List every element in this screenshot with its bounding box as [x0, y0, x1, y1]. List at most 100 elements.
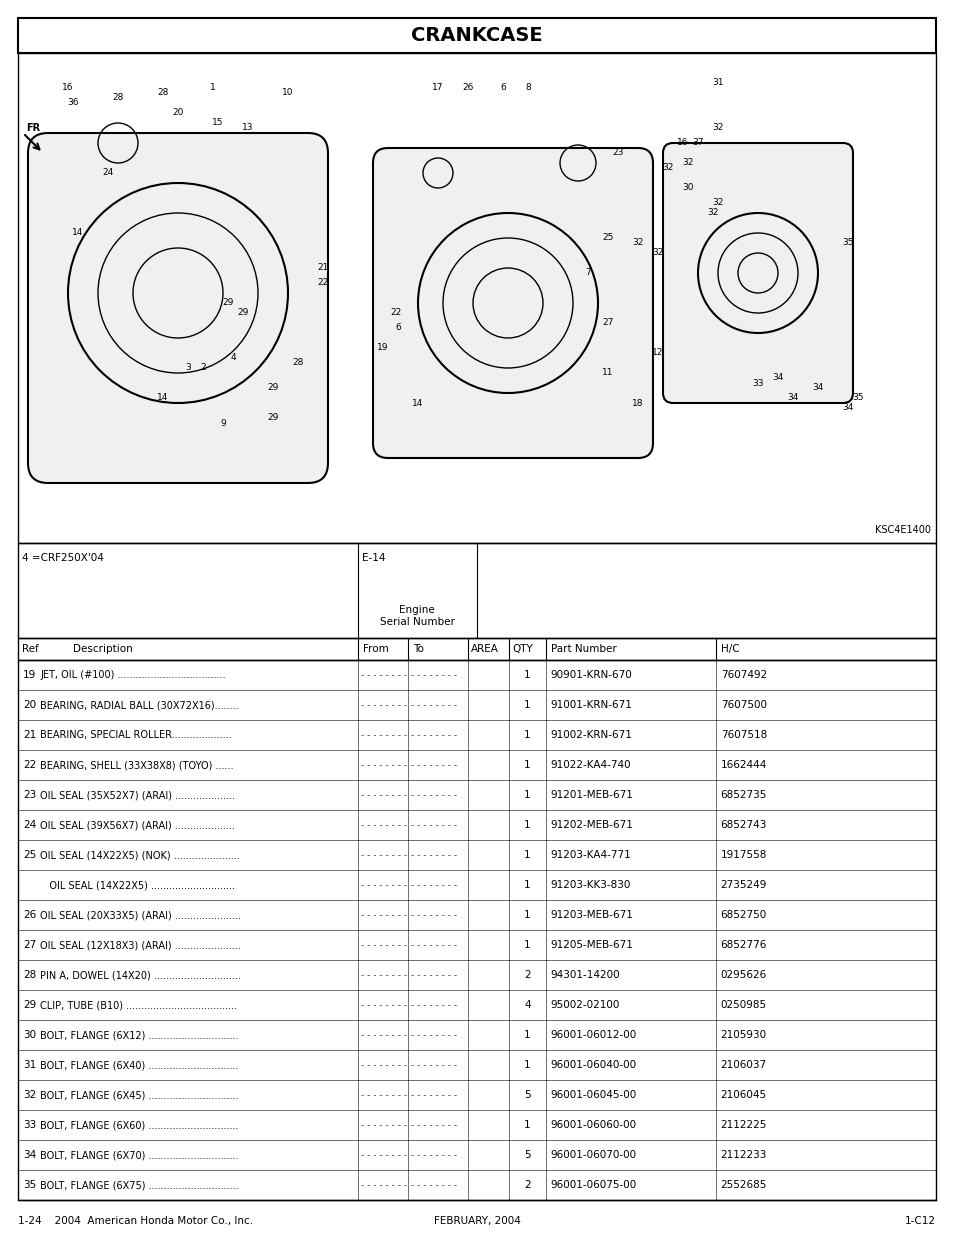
Text: 7607500: 7607500: [720, 700, 766, 710]
Text: 21: 21: [23, 730, 36, 740]
Text: 96001-06070-00: 96001-06070-00: [550, 1150, 637, 1160]
Text: 34: 34: [772, 373, 782, 383]
Text: - - - - - - - -: - - - - - - - -: [411, 971, 456, 979]
Text: - - - - - - - -: - - - - - - - -: [411, 700, 456, 709]
Text: 34: 34: [841, 404, 853, 412]
Text: 16: 16: [62, 84, 73, 93]
Text: FR: FR: [26, 124, 40, 133]
Text: PIN A, DOWEL (14X20) .............................: PIN A, DOWEL (14X20) ...................…: [40, 969, 240, 981]
Text: 29: 29: [222, 299, 233, 308]
Text: 29: 29: [267, 384, 278, 393]
Text: 1: 1: [523, 850, 530, 860]
Text: 22: 22: [390, 309, 401, 317]
Text: CLIP, TUBE (B10) .....................................: CLIP, TUBE (B10) .......................…: [40, 1000, 237, 1010]
Text: 1: 1: [210, 84, 215, 93]
Text: 24: 24: [102, 168, 113, 178]
Text: 15: 15: [212, 119, 224, 127]
Text: 37: 37: [692, 138, 703, 147]
Text: - - - - - - - -: - - - - - - - -: [411, 790, 456, 799]
Text: 1: 1: [523, 790, 530, 800]
Text: 91203-MEB-671: 91203-MEB-671: [550, 910, 633, 920]
Text: - - - - - - - -: - - - - - - - -: [411, 1030, 456, 1040]
Text: - - - - - - - -: - - - - - - - -: [411, 1151, 456, 1160]
Text: JET, OIL (#100) ....................................: JET, OIL (#100) ........................…: [40, 671, 225, 680]
Text: - - - - - - - -: - - - - - - - -: [360, 881, 406, 889]
Text: To: To: [413, 643, 423, 655]
Text: - - - - - - - -: - - - - - - - -: [411, 910, 456, 920]
Text: 1: 1: [523, 881, 530, 890]
Text: 35: 35: [851, 394, 862, 403]
Text: 14: 14: [72, 228, 84, 237]
Text: 30: 30: [681, 184, 693, 193]
Text: 28: 28: [157, 89, 169, 98]
Text: 35: 35: [841, 238, 853, 247]
Text: - - - - - - - -: - - - - - - - -: [360, 1061, 406, 1070]
Text: From: From: [362, 643, 388, 655]
Text: 95002-02100: 95002-02100: [550, 1000, 619, 1010]
Text: 25: 25: [601, 233, 613, 242]
Text: 18: 18: [632, 399, 643, 408]
Text: 96001-06045-00: 96001-06045-00: [550, 1091, 637, 1100]
Text: Ref: Ref: [22, 643, 39, 655]
Text: 96001-06060-00: 96001-06060-00: [550, 1120, 637, 1130]
Text: 4: 4: [230, 353, 235, 363]
Text: 1: 1: [523, 1120, 530, 1130]
Text: - - - - - - - -: - - - - - - - -: [411, 1120, 456, 1130]
Text: 32: 32: [706, 209, 718, 217]
Text: 3: 3: [185, 363, 191, 373]
Text: BEARING, RADIAL BALL (30X72X16)........: BEARING, RADIAL BALL (30X72X16)........: [40, 700, 238, 710]
Text: Description: Description: [73, 643, 132, 655]
Text: 2106045: 2106045: [720, 1091, 766, 1100]
Text: QTY: QTY: [512, 643, 533, 655]
Text: 22: 22: [317, 279, 328, 288]
Text: 1: 1: [523, 671, 530, 680]
Text: - - - - - - - -: - - - - - - - -: [360, 700, 406, 709]
Text: BEARING, SPECIAL ROLLER....................: BEARING, SPECIAL ROLLER.................…: [40, 730, 232, 740]
Text: FEBRUARY, 2004: FEBRUARY, 2004: [433, 1216, 520, 1226]
Text: 28: 28: [292, 358, 303, 368]
Text: 1: 1: [523, 760, 530, 769]
Text: 7607518: 7607518: [720, 730, 766, 740]
Text: 12: 12: [652, 348, 663, 357]
Text: 35: 35: [23, 1179, 36, 1191]
Text: 91203-KK3-830: 91203-KK3-830: [550, 881, 631, 890]
Text: - - - - - - - -: - - - - - - - -: [360, 971, 406, 979]
Text: 19: 19: [376, 343, 388, 352]
Text: 91001-KRN-671: 91001-KRN-671: [550, 700, 632, 710]
Text: 94301-14200: 94301-14200: [550, 969, 619, 981]
Text: 22: 22: [23, 760, 36, 769]
Text: - - - - - - - -: - - - - - - - -: [360, 1151, 406, 1160]
Text: 31: 31: [712, 79, 723, 88]
Text: OIL SEAL (20X33X5) (ARAI) ......................: OIL SEAL (20X33X5) (ARAI) ..............…: [40, 910, 240, 920]
Text: - - - - - - - -: - - - - - - - -: [360, 1030, 406, 1040]
Text: 25: 25: [23, 850, 36, 860]
Text: - - - - - - - -: - - - - - - - -: [411, 881, 456, 889]
Text: 1: 1: [523, 940, 530, 950]
Text: 8: 8: [524, 84, 530, 93]
Text: 31: 31: [23, 1060, 36, 1070]
Text: 27: 27: [601, 319, 613, 327]
Text: 32: 32: [712, 199, 723, 207]
Text: 28: 28: [23, 969, 36, 981]
Text: 6852735: 6852735: [720, 790, 766, 800]
Text: BOLT, FLANGE (6X12) ..............................: BOLT, FLANGE (6X12) ....................…: [40, 1030, 238, 1040]
Text: 1917558: 1917558: [720, 850, 766, 860]
Text: KSC4E1400: KSC4E1400: [874, 525, 930, 535]
Text: AREA: AREA: [471, 643, 498, 655]
Text: 27: 27: [23, 940, 36, 950]
Text: 7607492: 7607492: [720, 671, 766, 680]
Text: - - - - - - - -: - - - - - - - -: [360, 671, 406, 679]
Text: - - - - - - - -: - - - - - - - -: [411, 1091, 456, 1099]
Text: OIL SEAL (14X22X5) ............................: OIL SEAL (14X22X5) .....................…: [40, 881, 234, 890]
Text: 29: 29: [267, 414, 278, 422]
Text: - - - - - - - -: - - - - - - - -: [360, 1091, 406, 1099]
Text: OIL SEAL (12X18X3) (ARAI) ......................: OIL SEAL (12X18X3) (ARAI) ..............…: [40, 940, 240, 950]
Text: 91022-KA4-740: 91022-KA4-740: [550, 760, 631, 769]
Text: 16: 16: [677, 138, 688, 147]
Text: - - - - - - - -: - - - - - - - -: [411, 1181, 456, 1189]
Text: 2: 2: [523, 969, 530, 981]
Text: - - - - - - - -: - - - - - - - -: [411, 941, 456, 950]
Text: 2106037: 2106037: [720, 1060, 766, 1070]
Text: 26: 26: [23, 910, 36, 920]
Text: - - - - - - - -: - - - - - - - -: [360, 1120, 406, 1130]
